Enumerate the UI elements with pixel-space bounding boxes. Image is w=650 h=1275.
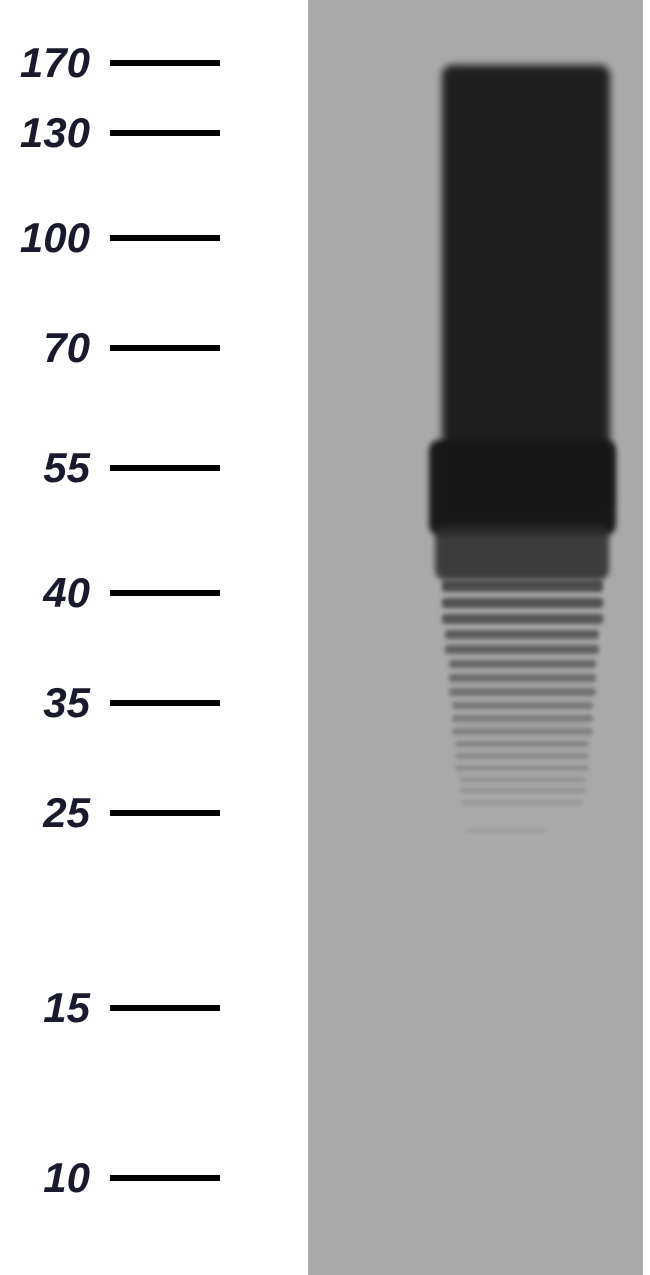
blot-band [452, 702, 593, 709]
blot-lane [308, 0, 643, 1275]
blot-band [445, 645, 599, 654]
ladder-tick [110, 1005, 220, 1011]
blot-band [465, 828, 545, 833]
ladder-marker: 100 [0, 214, 300, 262]
blot-band [435, 525, 609, 580]
ladder-marker: 55 [0, 444, 300, 492]
blot-band [462, 800, 583, 805]
ladder-marker: 25 [0, 789, 300, 837]
ladder-marker-label: 70 [0, 324, 110, 372]
ladder-tick [110, 810, 220, 816]
blot-band [442, 580, 603, 592]
ladder-marker-label: 10 [0, 1154, 110, 1202]
ladder-marker-label: 15 [0, 984, 110, 1032]
ladder-marker: 10 [0, 1154, 300, 1202]
western-blot-figure: 170 130 100 70 55 40 35 25 15 10 [0, 0, 650, 1275]
molecular-weight-ladder: 170 130 100 70 55 40 35 25 15 10 [0, 0, 300, 1275]
ladder-tick [110, 590, 220, 596]
blot-band [452, 728, 593, 735]
blot-band [445, 630, 599, 639]
ladder-tick [110, 130, 220, 136]
ladder-tick [110, 1175, 220, 1181]
ladder-tick [110, 235, 220, 241]
ladder-tick [110, 465, 220, 471]
blot-band [442, 614, 603, 624]
ladder-marker-label: 35 [0, 679, 110, 727]
ladder-marker: 15 [0, 984, 300, 1032]
ladder-marker: 70 [0, 324, 300, 372]
ladder-marker-label: 130 [0, 109, 110, 157]
ladder-marker-label: 40 [0, 569, 110, 617]
blot-band [449, 674, 596, 682]
blot-band [455, 753, 589, 759]
ladder-marker-label: 25 [0, 789, 110, 837]
ladder-marker-label: 55 [0, 444, 110, 492]
ladder-marker-label: 170 [0, 39, 110, 87]
blot-band [449, 688, 596, 696]
ladder-marker: 130 [0, 109, 300, 157]
blot-band [442, 598, 603, 608]
blot-band [429, 440, 617, 535]
ladder-marker: 35 [0, 679, 300, 727]
ladder-tick [110, 60, 220, 66]
ladder-marker: 40 [0, 569, 300, 617]
ladder-tick [110, 345, 220, 351]
ladder-marker: 170 [0, 39, 300, 87]
blot-band [452, 715, 593, 722]
blot-band [449, 660, 596, 668]
blot-band [455, 765, 589, 771]
blot-band [455, 741, 589, 747]
ladder-marker-label: 100 [0, 214, 110, 262]
ladder-tick [110, 700, 220, 706]
blot-band [459, 788, 586, 793]
blot-band [459, 777, 586, 782]
